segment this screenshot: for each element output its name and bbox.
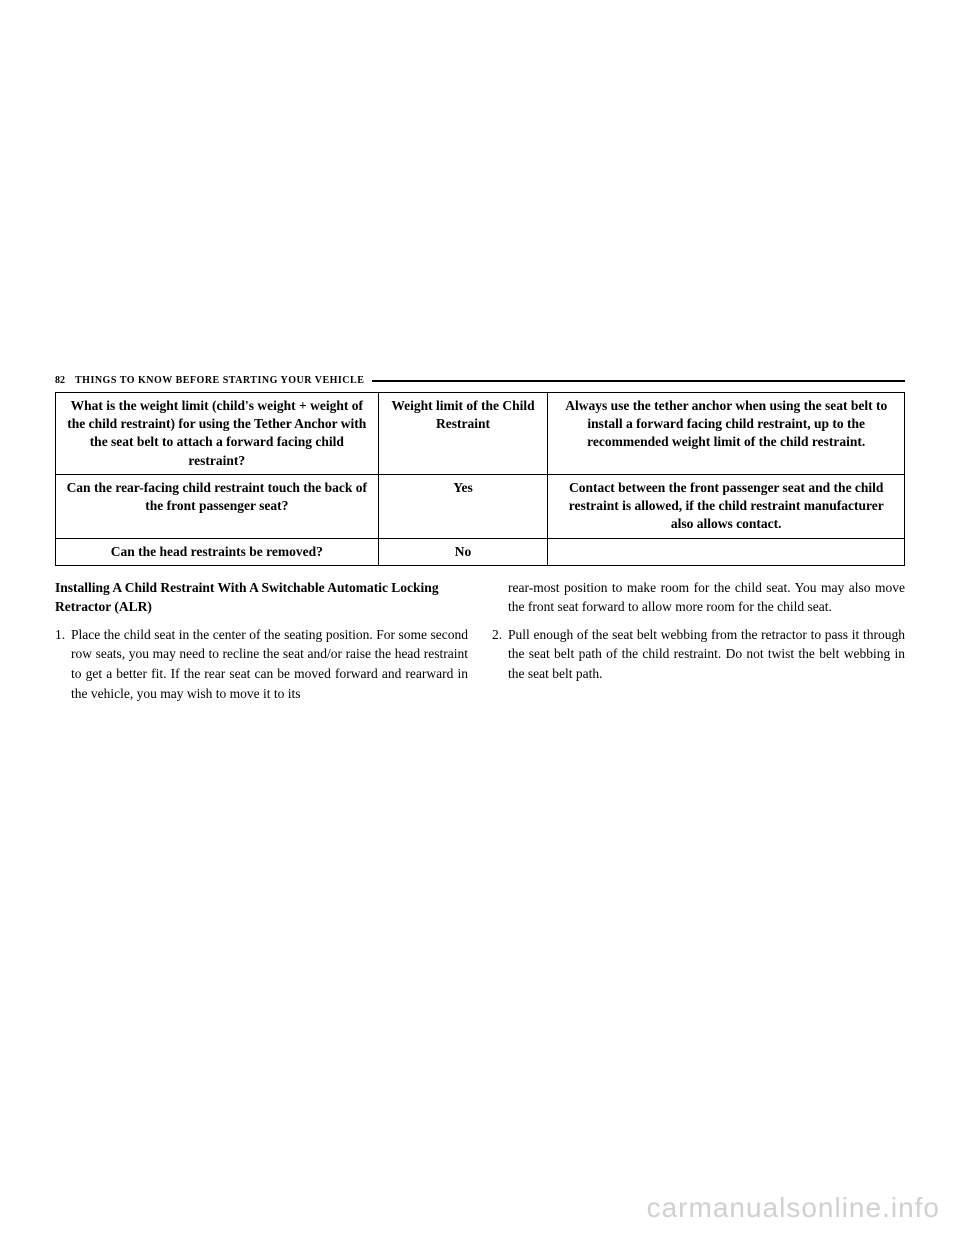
cell-answer: No [378,538,548,565]
list-number: 2. [492,625,508,684]
list-item: 1. Place the child seat in the center of… [55,625,468,703]
list-item-continuation: rear-most position to make room for the … [492,578,905,617]
left-column: Installing A Child Restraint With A Swit… [55,578,468,711]
cell-question: What is the weight limit (child's weight… [56,393,379,475]
list-number: 1. [55,625,71,703]
page-header: 82 THINGS TO KNOW BEFORE STARTING YOUR V… [55,375,905,386]
right-column: rear-most position to make room for the … [492,578,905,711]
watermark: carmanualsonline.info [647,1192,940,1224]
body-columns: Installing A Child Restraint With A Swit… [55,578,905,711]
restraint-table: What is the weight limit (child's weight… [55,392,905,566]
table-row: Can the rear-facing child restraint touc… [56,474,905,538]
page-content: 82 THINGS TO KNOW BEFORE STARTING YOUR V… [55,375,905,711]
cell-note [548,538,905,565]
cell-note: Always use the tether anchor when using … [548,393,905,475]
cell-question: Can the rear-facing child restraint touc… [56,474,379,538]
page-number: 82 [55,375,65,386]
header-rule [372,380,905,382]
cell-answer: Yes [378,474,548,538]
list-text: Pull enough of the seat belt webbing fro… [508,625,905,684]
cell-answer: Weight limit of the Child Restraint [378,393,548,475]
list-item: 2. Pull enough of the seat belt webbing … [492,625,905,684]
table-row: Can the head restraints be removed? No [56,538,905,565]
list-text: Place the child seat in the center of th… [71,625,468,703]
header-title: THINGS TO KNOW BEFORE STARTING YOUR VEHI… [75,375,364,386]
table-row: What is the weight limit (child's weight… [56,393,905,475]
list-text: rear-most position to make room for the … [508,578,905,617]
list-spacer [492,578,508,617]
cell-question: Can the head restraints be removed? [56,538,379,565]
cell-note: Contact between the front passenger seat… [548,474,905,538]
section-heading: Installing A Child Restraint With A Swit… [55,578,468,617]
